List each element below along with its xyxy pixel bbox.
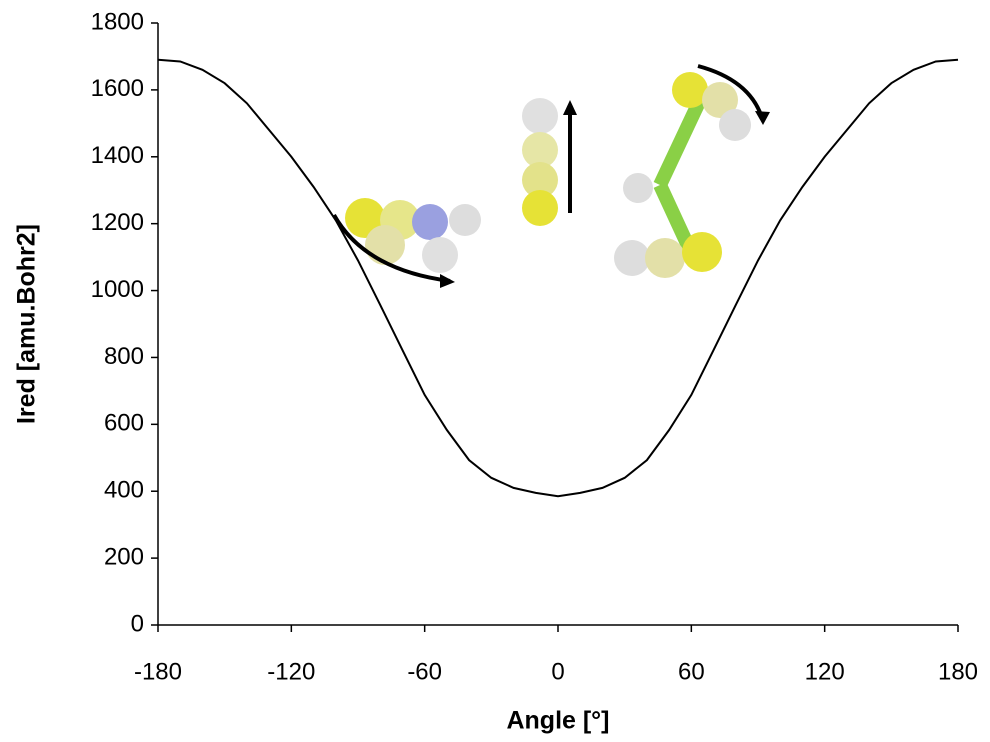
y-tick-label: 1600 — [91, 75, 144, 102]
y-tick-label: 400 — [104, 477, 144, 504]
molecule-illustrations — [332, 64, 770, 288]
y-tick-label: 1200 — [91, 209, 144, 236]
y-tick-label: 0 — [131, 610, 144, 637]
x-tick-label: 120 — [805, 658, 845, 685]
x-tick-label: 0 — [551, 658, 564, 685]
plot-area — [158, 23, 958, 625]
x-tick-label: 60 — [678, 658, 705, 685]
y-tick-label: 1800 — [91, 8, 144, 35]
line-series — [157, 58, 959, 498]
x-tick-label: -60 — [407, 658, 442, 685]
y-tick-label: 1400 — [91, 142, 144, 169]
x-tick-label: 180 — [938, 658, 978, 685]
y-tick-label: 200 — [104, 543, 144, 570]
y-axis-title: Ired [amu.Bohr2] — [13, 224, 41, 424]
y-tick-label: 1000 — [91, 276, 144, 303]
y-tick-label: 800 — [104, 343, 144, 370]
y-tick-label: 600 — [104, 410, 144, 437]
x-tick-label: -180 — [134, 658, 182, 685]
x-tick-label: -120 — [267, 658, 315, 685]
x-axis-title: Angle [°] — [506, 707, 609, 735]
